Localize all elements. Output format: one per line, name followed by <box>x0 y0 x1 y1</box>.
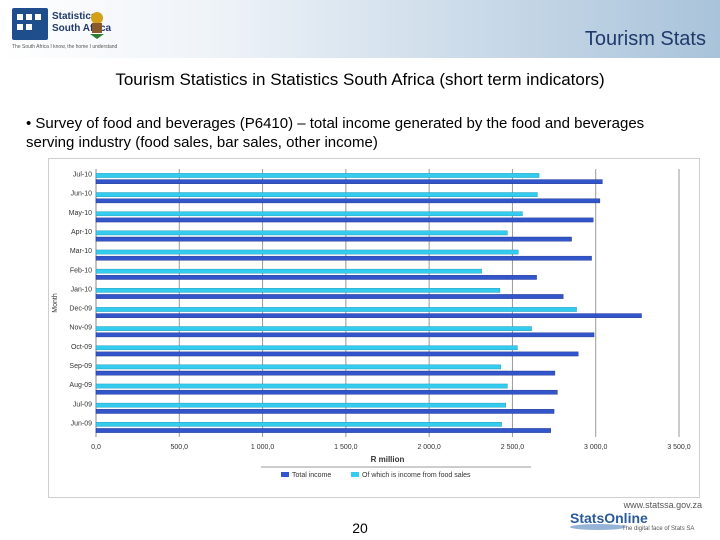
bar-total-income <box>95 294 564 299</box>
x-tick-label: 0,0 <box>91 444 101 451</box>
stats-sa-logo-mark <box>12 8 48 40</box>
income-bar-chart: 0,0 500,0 1 000,0 1 500,0 2 000,0 2 500,0 3 00… <box>52 169 691 479</box>
x-tick-label: 1 500,0 <box>334 444 357 451</box>
bar-food-income <box>95 249 519 255</box>
bar-food-income <box>95 383 508 389</box>
footer-url: www.statssa.gov.za <box>623 500 702 510</box>
bar-total-income <box>95 275 537 280</box>
bar-total-income <box>95 428 551 433</box>
bar-food-income <box>95 211 523 217</box>
bar-total-income <box>95 389 558 395</box>
y-axis-title: Month <box>52 293 59 313</box>
bar-total-income <box>95 179 603 184</box>
footer-tagline: The digital face of Stats SA <box>622 526 695 532</box>
swoosh-icon <box>570 524 626 530</box>
y-tick-label: Apr-10 <box>71 229 92 236</box>
y-tick-label: Jun-09 <box>71 420 93 427</box>
bar-food-income <box>95 364 501 370</box>
bar-food-income <box>95 173 540 178</box>
bar-food-income <box>95 326 532 331</box>
x-tick-label: 1 000,0 <box>251 444 274 451</box>
y-tick-label: Mar-10 <box>70 248 92 255</box>
coat-of-arms-icon <box>90 12 104 39</box>
bar-total-income <box>95 236 572 242</box>
chart-area: 0,0 500,0 1 000,0 1 500,0 2 000,0 2 500,0 3 00… <box>48 158 700 498</box>
y-tick-label: Feb-10 <box>70 267 92 274</box>
stats-sa-logo: Statistics South Africa The South Africa… <box>12 8 117 50</box>
bar-total-income <box>95 313 642 318</box>
bullet-text: • Survey of food and beverages (P6410) –… <box>26 115 645 151</box>
slide-header: Statistics South Africa The South Africa… <box>0 0 720 58</box>
x-tick-label: 2 000,0 <box>417 444 440 451</box>
legend-swatch-total-income <box>281 472 289 477</box>
x-tick-label: 3 500,0 <box>667 444 690 451</box>
bar-food-income <box>95 268 482 274</box>
bar-total-income <box>95 351 579 357</box>
stats-online-logo: www.statssa.gov.za StatsOnline The digit… <box>570 500 710 536</box>
logo-text-line1: Statistics <box>52 11 97 22</box>
bar-food-income <box>95 230 508 236</box>
y-tick-label: Jan-10 <box>71 286 93 293</box>
bar-total-income <box>95 332 595 338</box>
y-tick-label: Aug-09 <box>69 382 92 389</box>
y-tick-label: May-10 <box>69 210 92 217</box>
x-tick-label: 2 500,0 <box>501 444 524 451</box>
bar-food-income <box>95 422 502 427</box>
bar-food-income <box>95 192 538 197</box>
footer-brand: StatsOnline <box>570 510 648 526</box>
page-number: 20 <box>352 520 368 536</box>
slide-title: Tourism Statistics in Statistics South A… <box>115 70 605 89</box>
bar-food-income <box>95 288 501 293</box>
logo-text-line2: South Africa <box>52 23 112 34</box>
logo-tagline: The South Africa I know, the home I unde… <box>12 44 118 50</box>
y-tick-label: Jul-10 <box>73 172 92 179</box>
bar-total-income <box>95 217 594 223</box>
bar-total-income <box>95 409 555 414</box>
y-tick-label: Jun-10 <box>71 191 93 198</box>
y-tick-label: Dec-09 <box>69 306 92 313</box>
y-tick-label: Jul-09 <box>73 401 92 408</box>
bar-food-income <box>95 307 577 312</box>
bar-total-income <box>95 370 556 376</box>
legend-label-food-income: Of which is income from food sales <box>362 472 471 479</box>
bar-total-income <box>95 198 601 204</box>
header-title: Tourism Stats <box>584 28 706 50</box>
legend-label-total-income: Total income <box>292 472 331 479</box>
x-axis-title: R million <box>371 455 405 464</box>
legend-swatch-food-income <box>351 472 359 477</box>
bar-food-income <box>95 345 518 351</box>
x-tick-label: 3 000,0 <box>584 444 607 451</box>
bar-total-income <box>95 255 592 261</box>
bar-food-income <box>95 402 506 408</box>
y-tick-label: Nov-09 <box>69 325 92 332</box>
x-tick-label: 500,0 <box>171 444 189 451</box>
y-tick-label: Oct-09 <box>71 344 92 351</box>
y-tick-label: Sep-09 <box>69 363 92 370</box>
